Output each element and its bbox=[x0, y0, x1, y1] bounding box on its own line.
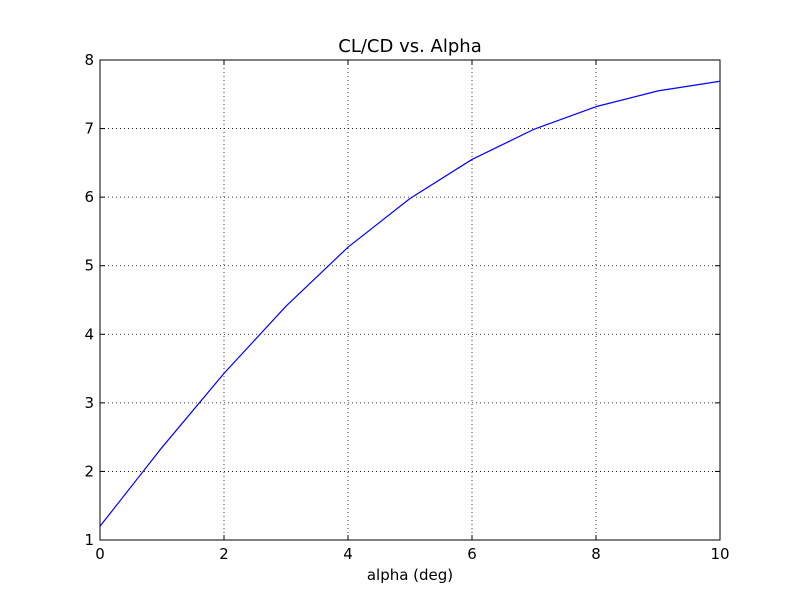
grid-lines bbox=[100, 60, 720, 540]
y-tick-label: 1 bbox=[84, 531, 94, 549]
y-tick-label: 5 bbox=[84, 257, 94, 275]
y-tick-label: 6 bbox=[84, 188, 94, 206]
x-tick-label: 4 bbox=[343, 545, 353, 563]
x-axis-label: alpha (deg) bbox=[367, 566, 453, 584]
series-line-0 bbox=[99, 80, 721, 527]
x-tick-label: 6 bbox=[467, 545, 477, 563]
series-layer bbox=[99, 80, 721, 527]
plot-area-frame bbox=[99, 59, 721, 541]
y-tick-label: 8 bbox=[84, 51, 94, 69]
x-tick-label: 0 bbox=[95, 545, 105, 563]
x-tick-label: 10 bbox=[710, 545, 729, 563]
y-tick-label: 3 bbox=[84, 394, 94, 412]
x-tick-label: 2 bbox=[219, 545, 229, 563]
y-tick-label: 7 bbox=[84, 120, 94, 138]
y-tick-label: 4 bbox=[84, 325, 94, 343]
x-tick-label: 8 bbox=[591, 545, 601, 563]
chart-title: CL/CD vs. Alpha bbox=[338, 36, 481, 57]
y-tick-label: 2 bbox=[84, 462, 94, 480]
